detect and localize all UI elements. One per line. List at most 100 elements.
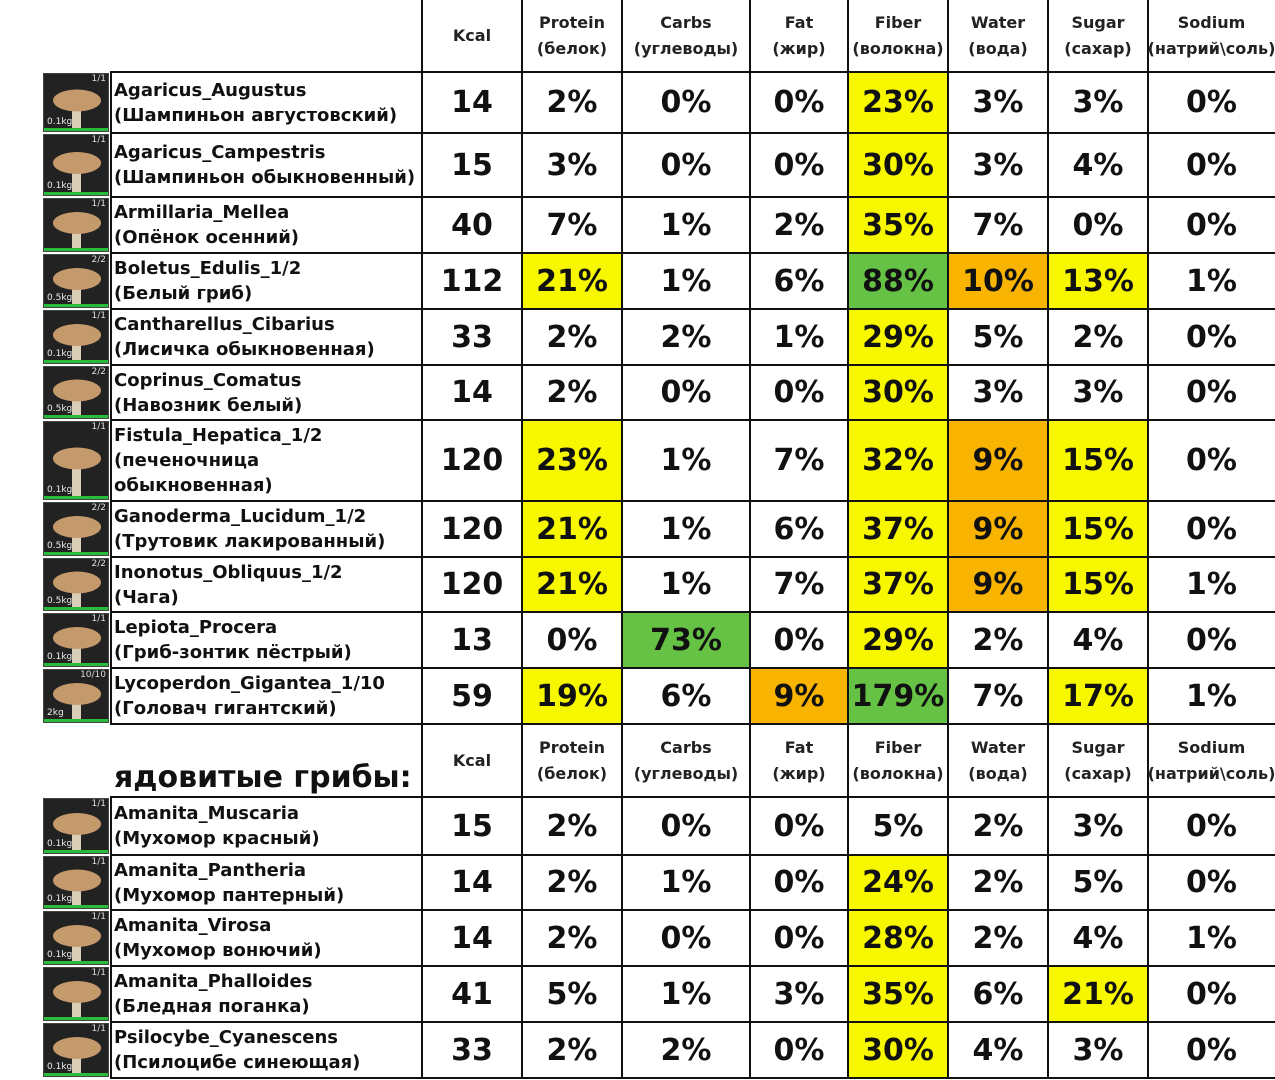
header-bottom: (вода) [968, 39, 1028, 58]
value-cell: 33 [451, 319, 493, 355]
value-cell: 30% [848, 133, 948, 197]
value-cell: 5% [1072, 865, 1124, 900]
grid-line [110, 668, 112, 724]
value-cell: 3% [972, 147, 1024, 183]
header-top: Protein [539, 13, 605, 32]
name-line: Armillaria_Mellea [114, 202, 290, 223]
item-icon: 2/2 0.5kg [43, 558, 109, 611]
value-cell: 29% [848, 612, 948, 668]
health-bar [44, 552, 108, 555]
mushroom-name: Lepiota_Procera (Гриб-зонтик пёстрый) [110, 612, 422, 668]
header-bottom: (натрий\соль) [1147, 763, 1275, 783]
item-weight: 0.1kg [47, 1062, 73, 1072]
value-cell: 0% [1186, 147, 1237, 183]
grid-line [110, 252, 1275, 254]
name-line: Fistula_Hepatica_1/2 [114, 425, 323, 446]
grid-line [110, 797, 112, 855]
header-top: Sugar [1071, 737, 1125, 757]
header-top: Kcal [452, 750, 492, 770]
name-line: (Трутовик лакированный) [114, 531, 386, 552]
health-bar [44, 663, 108, 666]
value-cell: 40 [451, 207, 493, 243]
item-weight: 0.5kg [47, 293, 73, 303]
name-line: (Мухомор вонючий) [114, 940, 322, 961]
value-cell: 5% [872, 808, 924, 844]
value-cell: 1% [1186, 263, 1237, 299]
value-cell: 17% [1048, 668, 1148, 724]
value-cell: 0% [1186, 443, 1237, 478]
header-top: Fiber [874, 737, 922, 757]
mushroom-name: Armillaria_Mellea (Опёнок осенний) [110, 197, 422, 253]
value-cell: 179% [848, 668, 948, 724]
column-header: Sodium (натрий\соль) [1148, 724, 1275, 797]
value-cell: 1% [660, 567, 712, 602]
item-weight: 2kg [47, 708, 64, 718]
header-bottom: (белок) [536, 39, 608, 58]
value-cell: 9% [948, 557, 1048, 612]
value-cell: 3% [1072, 375, 1124, 410]
value-cell: 3% [546, 147, 598, 183]
grid-line [847, 0, 849, 724]
header-top: Fat [784, 737, 814, 757]
value-cell: 32% [848, 420, 948, 501]
value-cell: 2% [972, 865, 1024, 900]
value-cell: 0% [1186, 808, 1237, 844]
grid-line [110, 309, 112, 365]
header-bottom: (жир) [772, 763, 826, 783]
value-cell: 2% [660, 319, 712, 355]
grid-line [110, 364, 1275, 366]
name-line: (Гриб-зонтик пёстрый) [114, 642, 352, 663]
header-bottom: (белок) [536, 763, 608, 783]
mushroom-name: Inonotus_Obliquus_1/2 (Чага) [110, 557, 422, 612]
name-line: (Шампиньон августовский) [114, 104, 398, 126]
value-cell: 0% [1186, 622, 1237, 658]
value-cell: 0% [773, 1032, 825, 1068]
value-cell: 0% [1186, 319, 1237, 355]
name-line: (Головач гигантский) [114, 698, 337, 719]
value-cell: 2% [546, 920, 598, 956]
value-cell: 10% [948, 253, 1048, 309]
item-count: 1/1 [91, 912, 106, 922]
mushroom-icon [53, 379, 101, 416]
column-header: Kcal [422, 724, 522, 797]
mushroom-name: Lycoperdon_Gigantea_1/10 (Головач гигантс… [110, 668, 422, 724]
item-weight: 0.1kg [47, 181, 73, 191]
item-count: 1/1 [91, 799, 106, 809]
health-bar [44, 415, 108, 418]
item-count: 2/2 [91, 367, 106, 377]
name-line: Lycoperdon_Gigantea_1/10 [114, 673, 385, 694]
health-bar [44, 248, 108, 251]
health-bar [44, 850, 108, 853]
item-icon: 1/1 0.1kg [43, 73, 109, 132]
grid-line [947, 0, 949, 724]
item-icon: 1/1 [43, 967, 109, 1021]
value-cell: 15% [1048, 420, 1148, 501]
name-line: Amanita_Pantheria [114, 859, 307, 881]
grid-line [110, 667, 1275, 669]
value-cell: 7% [773, 443, 825, 478]
mushroom-icon [53, 447, 101, 497]
mushroom-name: Agaricus_Augustus (Шампиньон августовский… [110, 72, 422, 133]
section-title: ядовитые грибы: [114, 760, 412, 795]
value-cell: 3% [972, 85, 1024, 120]
header-bottom: (натрий\соль) [1147, 39, 1275, 58]
value-cell: 23% [848, 72, 948, 133]
value-cell: 35% [848, 197, 948, 253]
value-cell: 15 [451, 147, 493, 183]
grid-line [947, 724, 949, 1078]
item-icon: 1/1 0.1kg [43, 134, 109, 196]
mushroom-name: Boletus_Edulis_1/2 (Белый гриб) [110, 253, 422, 309]
value-cell: 2% [660, 1032, 712, 1068]
value-cell: 0% [660, 920, 712, 956]
value-cell: 73% [622, 612, 750, 668]
grid-line [749, 724, 751, 1078]
mushroom-icon [53, 813, 101, 851]
value-cell: 2% [546, 319, 598, 355]
value-cell: 0% [1186, 976, 1237, 1012]
value-cell: 88% [848, 253, 948, 309]
item-weight: 0.1kg [47, 117, 73, 127]
value-cell: 1% [773, 319, 825, 355]
health-bar [44, 719, 108, 722]
value-cell: 21% [1048, 966, 1148, 1022]
header-top: Water [970, 13, 1026, 32]
